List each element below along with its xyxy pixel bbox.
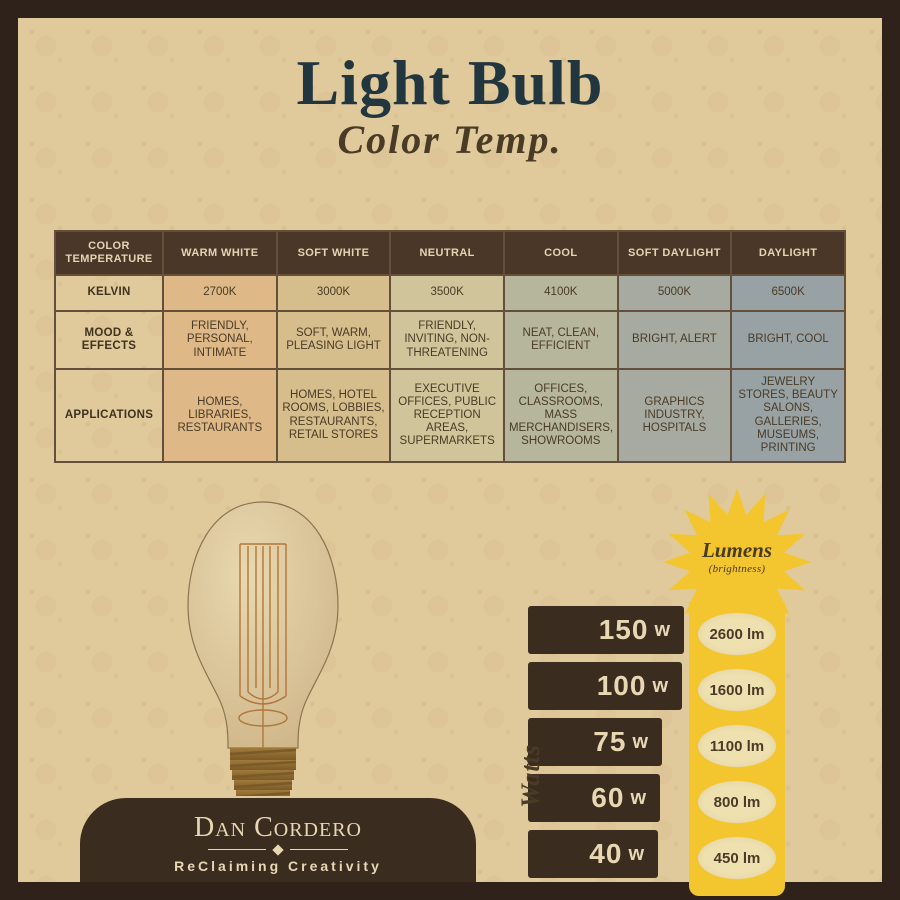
watt-cell: 100w — [528, 662, 682, 710]
lumen-cell: 1600 lm — [689, 662, 785, 718]
table-header-cell: NEUTRAL — [390, 231, 504, 275]
watt-value: 150 — [599, 614, 649, 646]
watt-value: 60 — [591, 782, 624, 814]
title-sub: Color Temp. — [18, 116, 882, 163]
watt-value: 100 — [597, 670, 647, 702]
watt-unit: w — [632, 731, 648, 754]
watts-column: 150w100w75w60w40w — [528, 606, 684, 886]
table-cell: FRIENDLY, PERSONAL, INTIMATE — [163, 311, 277, 369]
table-row: MOOD & EFFECTSFRIENDLY, PERSONAL, INTIMA… — [55, 311, 845, 369]
lumen-value: 1600 lm — [698, 669, 776, 711]
table-cell: HOMES, LIBRARIES, RESTAURANTS — [163, 369, 277, 462]
brand-name: Dan Cordero — [80, 812, 476, 844]
lumens-label: Lumens (brightness) — [662, 538, 812, 575]
watt-cell: 75 w — [528, 718, 662, 766]
lumen-value: 1100 lm — [698, 725, 776, 767]
lumen-cell: 800 lm — [689, 774, 785, 830]
table-cell: GRAPHICS INDUSTRY, HOSPITALS — [618, 369, 732, 462]
watt-cell: 40 w — [528, 830, 658, 878]
table-cell: 6500K — [731, 275, 845, 311]
lumen-cell: 2600 lm — [689, 606, 785, 662]
table-header-cell: COLOR TEMPERATURE — [55, 231, 163, 275]
table-header-row: COLOR TEMPERATUREWARM WHITESOFT WHITENEU… — [55, 231, 845, 275]
watt-unit: w — [652, 675, 668, 698]
watt-value: 40 — [589, 838, 622, 870]
watt-unit: w — [628, 843, 644, 866]
table-cell: JEWELRY STORES, BEAUTY SALONS, GALLERIES… — [731, 369, 845, 462]
table-cell: 2700K — [163, 275, 277, 311]
title-main: Light Bulb — [18, 46, 882, 120]
table-header-cell: COOL — [504, 231, 618, 275]
lumen-cell: 1100 lm — [689, 718, 785, 774]
table-cell: OFFICES, CLASSROOMS, MASS MERCHANDISERS,… — [504, 369, 618, 462]
brand-tagline: ReClaiming Creativity — [80, 858, 476, 874]
infographic-frame: Light Bulb Color Temp. COLOR TEMPERATURE… — [18, 18, 882, 882]
lumens-sublabel-text: (brightness) — [662, 563, 812, 575]
table-cell: 5000K — [618, 275, 732, 311]
table-cell: BRIGHT, ALERT — [618, 311, 732, 369]
watt-cell: 60 w — [528, 774, 660, 822]
lumen-value: 2600 lm — [698, 613, 776, 655]
table-header-cell: WARM WHITE — [163, 231, 277, 275]
table-cell: FRIENDLY, INVITING, NON-THREATENING — [390, 311, 504, 369]
bulb-illustration — [158, 496, 368, 826]
table-cell: SOFT, WARM, PLEASING LIGHT — [277, 311, 391, 369]
table-row: KELVIN2700K3000K3500K4100K5000K6500K — [55, 275, 845, 311]
table-header-cell: SOFT DAYLIGHT — [618, 231, 732, 275]
watt-value: 75 — [593, 726, 626, 758]
table-cell: 3000K — [277, 275, 391, 311]
table-row-label: APPLICATIONS — [55, 369, 163, 462]
title-block: Light Bulb Color Temp. — [18, 18, 882, 163]
table-cell: EXECUTIVE OFFICES, PUBLIC RECEPTION AREA… — [390, 369, 504, 462]
table-cell: 3500K — [390, 275, 504, 311]
lumen-cell: 450 lm — [689, 830, 785, 886]
watt-unit: w — [630, 787, 646, 810]
table-row: APPLICATIONSHOMES, LIBRARIES, RESTAURANT… — [55, 369, 845, 462]
table-row-label: KELVIN — [55, 275, 163, 311]
lumen-value: 450 lm — [698, 837, 776, 879]
table-header-cell: SOFT WHITE — [277, 231, 391, 275]
color-temp-table: COLOR TEMPERATUREWARM WHITESOFT WHITENEU… — [54, 230, 846, 463]
table-cell: NEAT, CLEAN, EFFICIENT — [504, 311, 618, 369]
table-row-label: MOOD & EFFECTS — [55, 311, 163, 369]
table-cell: HOMES, HOTEL ROOMS, LOBBIES, RESTAURANTS… — [277, 369, 391, 462]
table-cell: BRIGHT, COOL — [731, 311, 845, 369]
watts-label: Watts — [516, 744, 546, 808]
lumens-label-text: Lumens — [662, 538, 812, 563]
table-cell: 4100K — [504, 275, 618, 311]
watt-cell: 150w — [528, 606, 684, 654]
brand-banner: Dan Cordero ReClaiming Creativity — [78, 796, 478, 882]
brand-divider — [208, 848, 348, 852]
lumen-value: 800 lm — [698, 781, 776, 823]
watt-unit: w — [654, 619, 670, 642]
table-header-cell: DAYLIGHT — [731, 231, 845, 275]
lumens-column: 2600 lm 1600 lm 1100 lm 800 lm 450 lm — [689, 602, 785, 896]
